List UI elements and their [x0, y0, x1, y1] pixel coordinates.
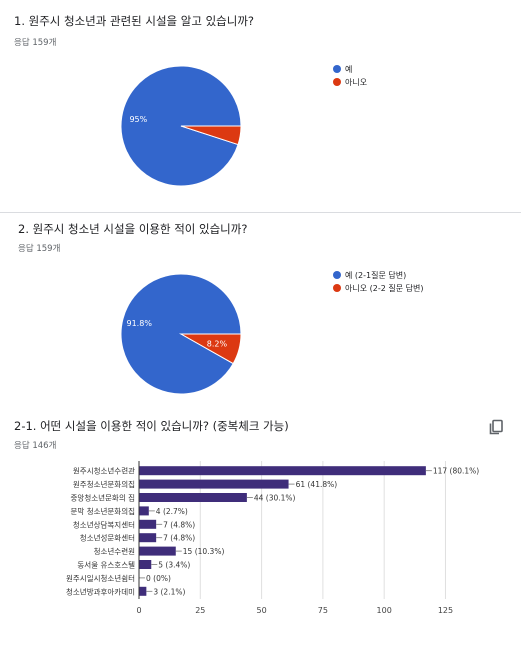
pie1-legend-label-1: 아니오: [345, 77, 367, 87]
bar-value-label-7: 5 (3.4%): [158, 561, 190, 570]
bar-value-label-8: 0 (0%): [146, 574, 171, 583]
question-1-response-count: 응답 159개: [14, 38, 57, 48]
bar-category-label-0: 원주시청소년수련관: [73, 466, 135, 476]
bar-xtick-label-3: 75: [318, 606, 328, 615]
pie1-legend-label-0: 예: [345, 64, 352, 74]
pie2-legend-marker-1: [333, 284, 341, 292]
bar-category-label-7: 동서울 유스호스텔: [77, 561, 135, 570]
pie1-slice-0: [120, 65, 242, 187]
bar-5: [139, 533, 157, 543]
bar-6: [139, 546, 176, 556]
bar-category-label-3: 문막 청소년문화의집: [71, 506, 135, 516]
bar-value-label-0: 117 (80.1%): [433, 467, 479, 476]
question-2-response-count: 응답 159개: [18, 244, 61, 254]
pie1-slice-1: [180, 125, 242, 146]
pie1-legend-marker-1: [333, 78, 341, 86]
copy-chart-icon[interactable]: [487, 418, 505, 436]
pie2-legend-marker-0: [333, 271, 341, 279]
bar-2: [139, 493, 247, 502]
bar-3: [139, 506, 149, 516]
pie-chart-2: 91.8% 8.2% 예 (2-1질문 답변) 아니오 (2-2 질문 답변): [120, 270, 423, 395]
question-1-title: 1. 원주시 청소년과 관련된 시설을 알고 있습니까?: [14, 14, 255, 28]
pie2-slice-0: [120, 273, 242, 395]
bar-xtick-label-1: 25: [195, 606, 205, 615]
pie2-slice-1: [179, 333, 242, 365]
bar-chart-3: 0 25 50 75 100 125 원주시청소년수련관 117 (80.1%) 원주청소년문화…: [66, 461, 479, 615]
bar-value-label-3: 4 (2.7%): [156, 507, 188, 516]
pie2-legend-label-1: 아니오 (2-2 질문 답변): [345, 283, 423, 293]
bar-category-label-4: 청소년상담복지센터: [73, 519, 135, 529]
bar-category-label-8: 원주시일시청소년쉼터: [66, 573, 135, 583]
bar-category-label-1: 원주청소년문화의집: [73, 479, 135, 489]
pie1-slice-label-0: 95%: [129, 115, 147, 124]
bar-xtick-label-5: 125: [438, 606, 453, 615]
bar-xtick-label-0: 0: [136, 606, 141, 615]
section-divider: [0, 212, 521, 213]
bar-9: [139, 586, 147, 596]
bar-0: [139, 466, 426, 476]
bar-category-label-2: 중앙청소년문화의 집: [71, 493, 135, 503]
question-2-title: 2. 원주시 청소년 시설을 이용한 적이 있습니까?: [18, 222, 248, 236]
bar-category-label-9: 청소년방과후아카데미: [66, 586, 135, 596]
pie2-slice-label-0: 91.8%: [127, 319, 153, 328]
bar-category-label-6: 청소년수련원: [94, 546, 135, 556]
bar-7: [139, 560, 152, 569]
bar-value-label-9: 3 (2.1%): [153, 587, 185, 596]
question-3-title: 2-1. 어떤 시설을 이용한 적이 있습니까? (중복체크 가능): [14, 419, 289, 433]
bar-xtick-label-4: 100: [377, 606, 392, 615]
bar-4: [139, 519, 157, 529]
bar-1: [139, 479, 289, 489]
bar-value-label-6: 15 (10.3%): [183, 547, 225, 556]
bar-value-label-5: 7 (4.8%): [163, 534, 195, 543]
bar-value-label-1: 61 (41.8%): [296, 480, 338, 489]
bar-category-label-5: 청소년성문화센터: [80, 533, 135, 543]
question-3-response-count: 응답 146개: [14, 441, 57, 451]
bar-xtick-label-2: 50: [256, 606, 266, 615]
bar-value-label-2: 44 (30.1%): [254, 494, 296, 503]
bar-value-label-4: 7 (4.8%): [163, 520, 195, 529]
pie2-slice-label-1: 8.2%: [207, 339, 228, 348]
pie2-legend-label-0: 예 (2-1질문 답변): [345, 270, 406, 280]
pie1-legend-marker-0: [333, 65, 341, 73]
